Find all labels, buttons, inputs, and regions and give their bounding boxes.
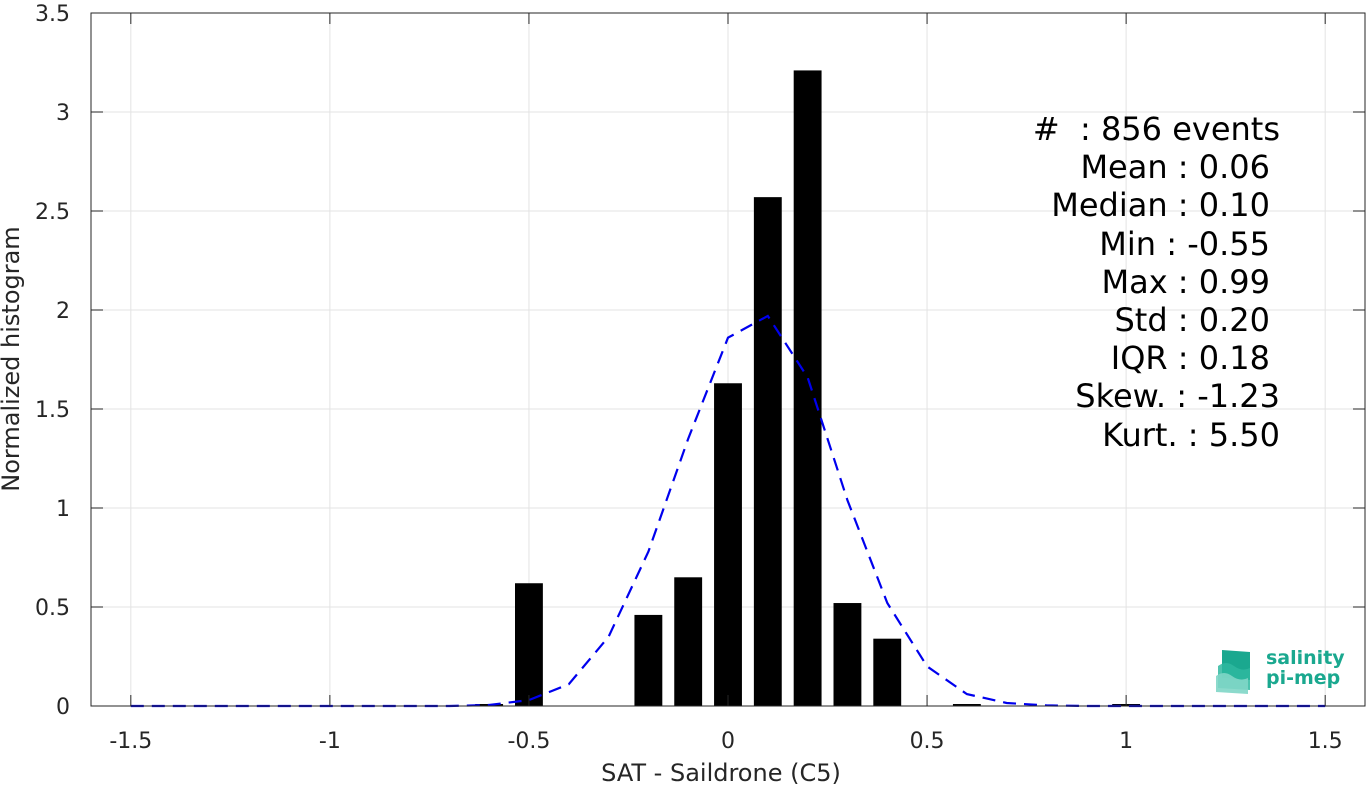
histogram-bar bbox=[674, 577, 703, 706]
stat-iqr: IQR : 0.18 bbox=[1110, 339, 1270, 378]
wave-logo-icon bbox=[1216, 650, 1250, 694]
y-tick-label: 1.5 bbox=[35, 398, 70, 423]
x-tick-label: -1 bbox=[319, 729, 341, 754]
histogram-bar bbox=[873, 638, 902, 706]
x-tick-label: -1.5 bbox=[109, 729, 152, 754]
stat-min: Min : -0.55 bbox=[1099, 224, 1270, 263]
y-tick-labels: 0 0.5 1 1.5 2 2.5 3 3.5 bbox=[35, 2, 70, 720]
y-tick-label: 0 bbox=[56, 695, 70, 720]
stat-max: Max : 0.99 bbox=[1101, 262, 1270, 301]
stat-mean: Mean : 0.06 bbox=[1080, 148, 1270, 187]
axis-ticks bbox=[91, 12, 1365, 707]
stat-skew: Skew. : -1.23 bbox=[1075, 377, 1280, 416]
y-tick-label: 3.5 bbox=[35, 2, 70, 27]
x-tick-label: 1.5 bbox=[1308, 729, 1343, 754]
logo-text: salinity pi-mep bbox=[1266, 648, 1345, 688]
stat-std: Std : 0.20 bbox=[1114, 301, 1270, 340]
y-tick-label: 0.5 bbox=[35, 596, 70, 621]
grid-lines bbox=[91, 12, 1365, 707]
salinity-pimep-logo: salinity pi-mep bbox=[1216, 646, 1346, 696]
histogram-bar bbox=[793, 70, 822, 707]
y-tick-label: 1 bbox=[56, 497, 70, 522]
y-tick-label: 3 bbox=[56, 101, 70, 126]
x-tick-label: 0 bbox=[721, 729, 735, 754]
histogram-bar bbox=[714, 383, 742, 706]
statistics-box: # : 856 events Mean : 0.06 Median : 0.10… bbox=[960, 110, 1280, 454]
x-tick-label: 1 bbox=[1119, 729, 1133, 754]
y-tick-label: 2.5 bbox=[35, 200, 70, 225]
logo-line-salinity: salinity bbox=[1266, 647, 1345, 669]
y-axis-label: Normalized histogram bbox=[0, 226, 25, 491]
x-tick-label: -0.5 bbox=[507, 729, 550, 754]
stat-count: # : 856 events bbox=[1032, 110, 1280, 148]
stat-kurt: Kurt. : 5.50 bbox=[1102, 415, 1280, 454]
histogram-bar bbox=[753, 197, 782, 706]
stat-median: Median : 0.10 bbox=[1051, 186, 1270, 225]
histogram-bars bbox=[475, 70, 1141, 707]
histogram-bar bbox=[952, 704, 981, 706]
x-tick-label: 0.5 bbox=[910, 729, 945, 754]
histogram-bar bbox=[634, 614, 663, 706]
histogram-bar bbox=[833, 603, 862, 706]
y-tick-label: 2 bbox=[56, 299, 70, 324]
x-axis-label: SAT - Saildrone (C5) bbox=[601, 759, 841, 785]
histogram-bar bbox=[515, 583, 543, 706]
x-tick-labels: -1.5 -1 -0.5 0 0.5 1 1.5 bbox=[109, 729, 1342, 754]
logo-line-pimep: pi-mep bbox=[1266, 667, 1341, 689]
